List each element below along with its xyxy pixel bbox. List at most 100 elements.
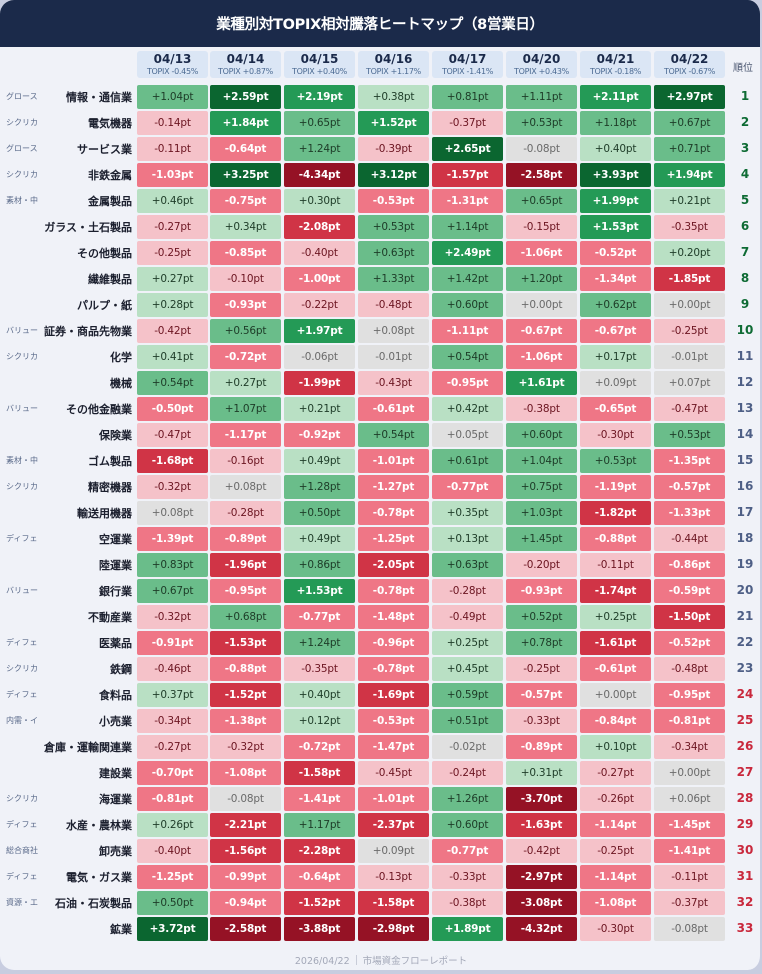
style-tag: 資源・エ [6,898,38,907]
style-tag: シクリカ [6,482,38,491]
heatmap-cell: -0.02pt [432,735,503,759]
heatmap-cell: -0.11pt [654,865,725,889]
heatmap-cell: -1.69pt [358,683,429,707]
heatmap-cell: -0.14pt [137,111,208,135]
heatmap-cell: -2.28pt [284,839,355,863]
rank-number: 23 [736,661,754,675]
rank-number: 11 [736,349,754,363]
heatmap-cell: -0.39pt [358,137,429,161]
rank-number: 29 [736,817,754,831]
sector-label: 不動産業 [88,611,132,624]
rank-number: 32 [736,895,754,909]
heatmap-cell: -0.06pt [284,345,355,369]
sector-label: サービス業 [77,143,132,156]
heatmap-cell: +0.68pt [210,605,281,629]
column-date: 04/20 [522,52,561,66]
table-row: 鉱業 +3.72pt -2.58pt -3.88pt -2.98pt +1.89pt -4.… [0,917,760,941]
heatmap-cell: +3.72pt [137,917,208,941]
heatmap-cell: -2.58pt [210,917,281,941]
rank-number: 3 [740,141,750,155]
sector-label: 水産・農林業 [66,819,132,832]
column-topix-change: TOPIX -0.45% [146,67,199,76]
rank-number: 12 [736,375,754,389]
style-tag: シクリカ [6,170,38,179]
heatmap-cell: -1.53pt [210,631,281,655]
heatmap-cell: -0.64pt [284,865,355,889]
sector-label: 機械 [110,377,132,390]
heatmap-cell: +1.20pt [506,267,577,291]
table-row: 陸運業 +0.83pt -1.96pt +0.86pt -2.05pt +0.63pt -0… [0,553,760,577]
sector-label: 海運業 [99,793,132,806]
heatmap-cell: -1.85pt [654,267,725,291]
column-date: 04/17 [448,52,487,66]
heatmap-cell: -0.35pt [284,657,355,681]
heatmap-cell: -1.50pt [654,605,725,629]
heatmap-cell: -0.01pt [654,345,725,369]
heatmap-cell: +0.21pt [284,397,355,421]
style-tag: 総合商社 [6,846,38,855]
table-row: シクリカ 鉄鋼 -0.46pt -0.88pt -0.35pt -0.78pt +0.45p… [0,657,760,681]
sector-label: 電気・ガス業 [66,871,132,884]
heatmap-cell: -1.58pt [284,761,355,785]
table-row: 保険業 -0.47pt -1.17pt -0.92pt +0.54pt +0.05pt +0… [0,423,760,447]
heatmap-cell: +0.13pt [432,527,503,551]
heatmap-cell: -0.44pt [654,527,725,551]
heatmap-cell: -0.93pt [210,293,281,317]
heatmap-cell: +0.08pt [358,319,429,343]
table-row: グロース 情報・通信業 +1.04pt +2.59pt +2.19pt +0.38pt +0… [0,85,760,109]
rank-number: 27 [736,765,754,779]
heatmap-cell: +0.67pt [654,111,725,135]
heatmap-cell: +2.59pt [210,85,281,109]
heatmap-cell: +0.50pt [137,891,208,915]
rank-number: 4 [740,167,750,181]
rank-number: 19 [736,557,754,571]
heatmap-cell: -3.08pt [506,891,577,915]
heatmap-cell: -0.77pt [284,605,355,629]
rank-number: 28 [736,791,754,805]
heatmap-cell: +2.19pt [284,85,355,109]
heatmap-cell: -0.50pt [137,397,208,421]
heatmap-cell: -1.25pt [358,527,429,551]
heatmap-cell: -0.48pt [654,657,725,681]
table-row: その他製品 -0.25pt -0.85pt -0.40pt +0.63pt +2.49pt… [0,241,760,265]
column-topix-change: TOPIX +0.40% [292,67,347,76]
table-row: ディフェ 医薬品 -0.91pt -1.53pt +1.24pt -0.96pt +0.25… [0,631,760,655]
heatmap-cell: -0.67pt [506,319,577,343]
heatmap-cell: -0.65pt [580,397,651,421]
column-date: 04/14 [226,52,265,66]
heatmap-cell: -1.17pt [210,423,281,447]
heatmap-cell: +0.67pt [137,579,208,603]
column-header-04-16: 04/16 TOPIX +1.17% [358,51,429,78]
style-tag: バリュー [6,404,38,413]
heatmap-cell: +0.27pt [210,371,281,395]
column-topix-change: TOPIX +0.43% [514,67,569,76]
heatmap-cell: +0.42pt [432,397,503,421]
style-tag: シクリカ [6,794,38,803]
heatmap-cell: -0.72pt [210,345,281,369]
heatmap-cell: +0.27pt [137,267,208,291]
heatmap-cell: -0.11pt [137,137,208,161]
heatmap-cell: +1.84pt [210,111,281,135]
column-header-04-15: 04/15 TOPIX +0.40% [284,51,355,78]
heatmap-cell: -0.22pt [284,293,355,317]
sector-label: 非鉄金属 [88,169,132,182]
rank-number: 21 [736,609,754,623]
heatmap-cell: -0.57pt [654,475,725,499]
heatmap-cell: +1.11pt [506,85,577,109]
heatmap-cell: -0.93pt [506,579,577,603]
heatmap-cell: -2.05pt [358,553,429,577]
footer-divider [355,955,357,965]
heatmap-cell: -0.95pt [432,371,503,395]
heatmap-cell: -2.58pt [506,163,577,187]
sector-label: 証券・商品先物業 [44,325,132,338]
rank-number: 6 [740,219,750,233]
rank-number: 1 [740,89,750,103]
heatmap-cell: +0.35pt [432,501,503,525]
heatmap-cell: -3.88pt [284,917,355,941]
heatmap-cell: +0.25pt [432,631,503,655]
heatmap-cell: -0.33pt [506,709,577,733]
rank-number: 31 [736,869,754,883]
heatmap-cell: -1.06pt [506,345,577,369]
heatmap-cell: +1.53pt [580,215,651,239]
heatmap-cell: +0.00pt [654,761,725,785]
